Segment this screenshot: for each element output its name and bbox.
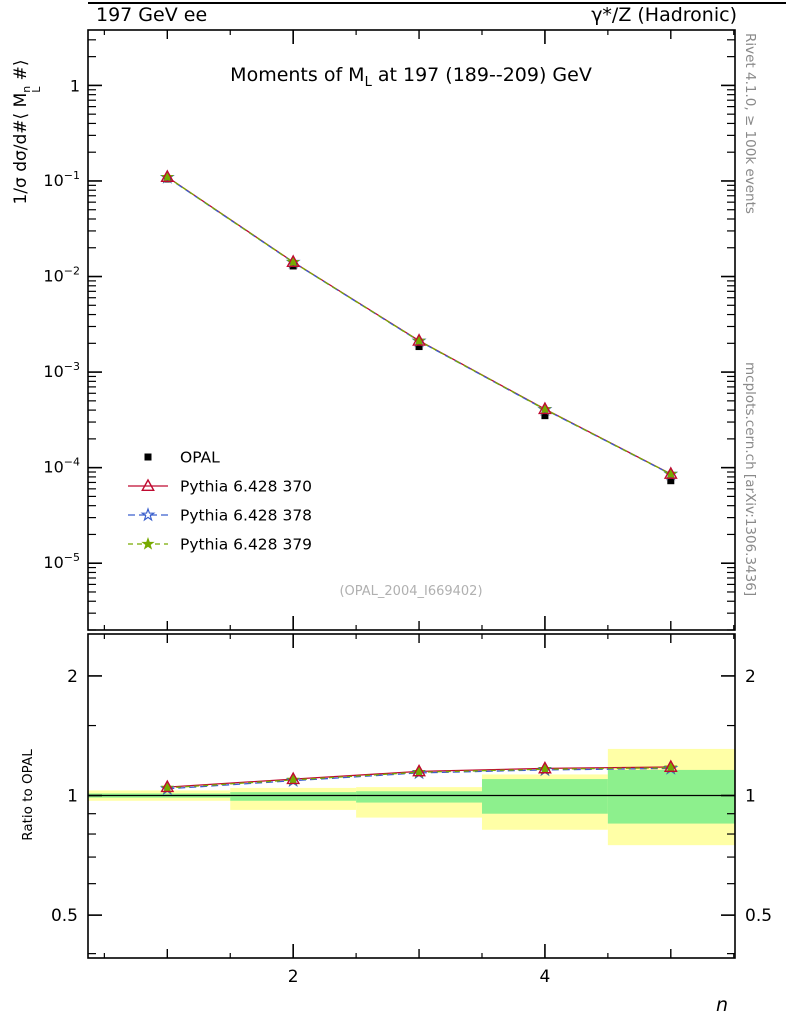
mc-marker-triangle bbox=[538, 401, 552, 415]
mc-marker-triangle bbox=[663, 759, 678, 772]
mc-marker-filled-star bbox=[160, 780, 174, 794]
ratio-series-line bbox=[167, 767, 671, 790]
mc-marker-triangle bbox=[412, 763, 426, 777]
legend-label: Pythia 6.428 379 bbox=[180, 536, 312, 554]
mc-marker-triangle bbox=[141, 478, 155, 492]
mc-marker-filled-star bbox=[141, 536, 155, 550]
ratio-y-tick-label: 2 bbox=[67, 667, 78, 687]
mc-marker-triangle bbox=[286, 771, 301, 785]
mc-marker-filled-star bbox=[538, 402, 552, 415]
mc-marker-open-star bbox=[140, 507, 156, 522]
plot-title-suffix: at 197 (189--209) GeV bbox=[371, 64, 592, 86]
mc-marker-triangle bbox=[160, 779, 175, 793]
ratio-y-tick-label: 1 bbox=[745, 787, 756, 807]
x-tick-label: 4 bbox=[540, 967, 551, 987]
ratio-y-tick-label: 1 bbox=[67, 787, 78, 807]
y-tick-label: 10−1 bbox=[43, 169, 80, 190]
mc-marker-filled-star bbox=[412, 765, 426, 778]
plot-title-text: Moments of M bbox=[230, 64, 365, 86]
uncertainty-band-green bbox=[230, 792, 357, 801]
mc-marker-filled-star bbox=[664, 760, 678, 774]
analysis-id-watermark: (OPAL_2004_I669402) bbox=[339, 584, 483, 599]
data-marker-square bbox=[144, 453, 152, 461]
x-tick-label: 2 bbox=[288, 967, 299, 987]
uncertainty-band-green bbox=[481, 779, 608, 814]
ratio-y-axis-label: Ratio to OPAL bbox=[20, 749, 36, 841]
mc-marker-triangle bbox=[160, 169, 175, 183]
plot-title: Moments of ML at 197 (189--209) GeV bbox=[150, 64, 672, 90]
uncertainty-band-green bbox=[356, 791, 482, 803]
mc-marker-triangle bbox=[538, 760, 552, 774]
uncertainty-band-green bbox=[607, 769, 735, 824]
mcplots-reference-label: mcplots.cern.ch [arXiv:1306.3436] bbox=[742, 362, 758, 597]
main-panel-frame bbox=[87, 29, 736, 631]
y-tick-label: 1 bbox=[70, 76, 80, 95]
mc-marker-triangle bbox=[412, 333, 426, 346]
series-line bbox=[166, 176, 672, 475]
mc-marker-filled-star bbox=[160, 170, 174, 183]
process-label: γ*/Z (Hadronic) bbox=[591, 4, 737, 26]
mc-marker-filled-star bbox=[286, 772, 300, 786]
plot-title-subscript: L bbox=[364, 74, 372, 90]
y-tick-label: 10−3 bbox=[43, 360, 80, 381]
ratio-y-tick-label: 0.5 bbox=[745, 906, 772, 926]
mc-marker-filled-star bbox=[286, 255, 300, 268]
mc-marker-triangle bbox=[663, 466, 678, 479]
y-axis-label-text: 1/σ dσ/d#⟨ M bbox=[11, 92, 31, 205]
data-marker-square bbox=[415, 343, 423, 351]
legend-label: OPAL bbox=[180, 449, 220, 467]
y-tick-label: 10−5 bbox=[43, 551, 80, 572]
x-axis-label: n bbox=[716, 994, 729, 1016]
ratio-y-tick-label: 0.5 bbox=[51, 906, 78, 926]
mc-marker-filled-star bbox=[538, 762, 552, 775]
mc-marker-filled-star bbox=[412, 333, 426, 347]
y-tick-label: 10−2 bbox=[43, 265, 80, 286]
ratio-y-tick-label: 2 bbox=[745, 667, 756, 687]
data-marker-square bbox=[667, 477, 675, 485]
series-line bbox=[166, 176, 672, 475]
ratio-panel-frame bbox=[87, 633, 736, 959]
beam-energy-label: 197 GeV ee bbox=[96, 4, 208, 26]
series-line bbox=[166, 176, 672, 475]
mc-marker-triangle bbox=[286, 254, 301, 267]
data-marker-square bbox=[541, 412, 549, 420]
rivet-version-label: Rivet 4.1.0, ≥ 100k events bbox=[742, 33, 758, 214]
y-tick-label: 10−4 bbox=[43, 456, 80, 477]
y-axis-label-suffix: #⟩ bbox=[11, 59, 31, 86]
legend-label: Pythia 6.428 378 bbox=[180, 507, 312, 525]
mc-marker-filled-star bbox=[664, 466, 678, 480]
legend-label: Pythia 6.428 370 bbox=[180, 478, 312, 496]
y-axis-label-sub: L bbox=[30, 86, 43, 93]
